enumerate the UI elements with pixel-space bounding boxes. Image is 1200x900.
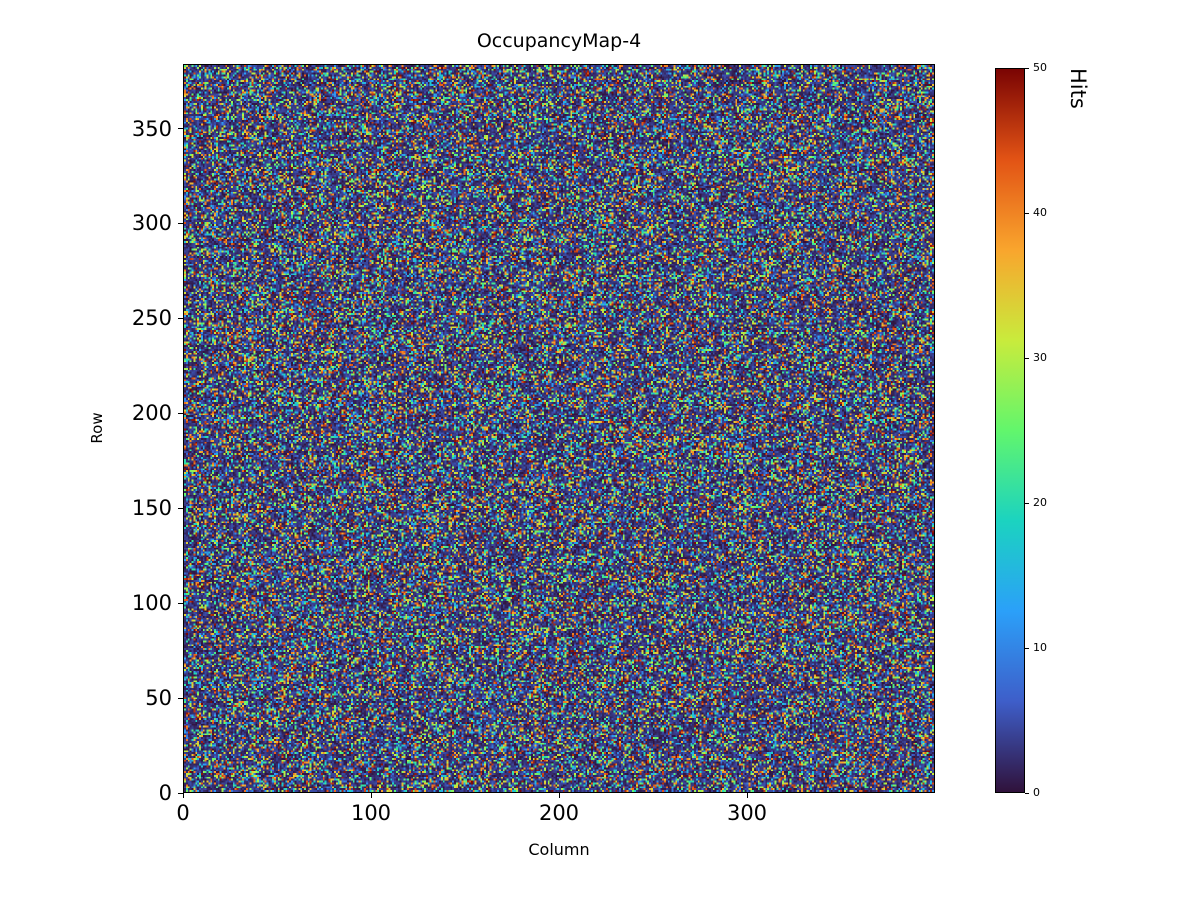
colorbar-tick-label: 20 [1033, 496, 1047, 509]
colorbar-tick-mark [1025, 647, 1029, 649]
colorbar [995, 68, 1025, 793]
colorbar-label: Hits [1066, 68, 1090, 109]
y-tick-mark [178, 412, 183, 414]
y-tick-label: 0 [158, 781, 172, 805]
colorbar-tick-label: 40 [1033, 206, 1047, 219]
y-tick-mark [178, 222, 183, 224]
colorbar-tick-mark [1025, 357, 1029, 359]
y-tick-mark [178, 128, 183, 130]
heatmap-plot-area [183, 64, 935, 793]
x-tick-label: 200 [538, 801, 580, 825]
x-tick-label: 300 [726, 801, 768, 825]
heatmap-canvas [184, 65, 934, 792]
x-tick-mark [182, 793, 184, 798]
y-tick-mark [178, 792, 183, 794]
x-tick-label: 0 [176, 801, 190, 825]
colorbar-tick-mark [1025, 212, 1029, 214]
x-tick-mark [370, 793, 372, 798]
y-tick-label: 350 [131, 116, 172, 141]
x-axis-label: Column [528, 840, 590, 859]
colorbar-tick-mark [1025, 502, 1029, 504]
y-tick-label: 250 [131, 306, 172, 331]
chart-title: OccupancyMap-4 [476, 30, 642, 52]
x-tick-label: 100 [350, 801, 392, 825]
y-tick-label: 100 [131, 591, 172, 616]
colorbar-tick-label: 30 [1033, 351, 1047, 364]
colorbar-tick-mark [1025, 792, 1029, 794]
y-tick-label: 300 [131, 211, 172, 236]
colorbar-tick-label: 50 [1033, 61, 1047, 74]
colorbar-tick-mark [1025, 67, 1029, 69]
y-tick-mark [178, 602, 183, 604]
y-tick-label: 50 [145, 686, 172, 711]
colorbar-tick-label: 0 [1033, 786, 1040, 799]
y-tick-label: 200 [131, 401, 172, 426]
y-tick-mark [178, 317, 183, 319]
x-tick-mark [746, 793, 748, 798]
y-tick-mark [178, 697, 183, 699]
y-tick-mark [178, 507, 183, 509]
x-tick-mark [558, 793, 560, 798]
colorbar-tick-label: 10 [1033, 641, 1047, 654]
y-tick-label: 150 [131, 496, 172, 521]
